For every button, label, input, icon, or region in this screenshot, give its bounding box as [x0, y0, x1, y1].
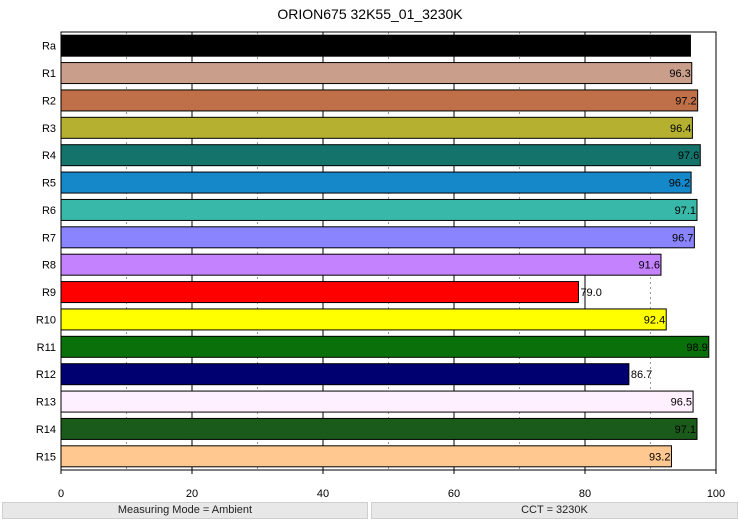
category-label-r10: R10 [36, 314, 56, 326]
bar-r11 [60, 335, 710, 358]
value-label-r10: 92.4 [644, 314, 665, 326]
bar-r2 [60, 89, 699, 112]
value-label-r13: 96.5 [671, 397, 692, 409]
cct-label: CCT = 3230K [371, 502, 738, 519]
bar-ra [60, 34, 691, 57]
category-label-ra: Ra [42, 41, 57, 53]
bar-r13 [60, 390, 694, 413]
value-label-r3: 96.4 [670, 123, 691, 135]
x-tick-label-60: 60 [448, 488, 460, 500]
value-label-r6: 97.1 [675, 205, 696, 217]
category-label-r9: R9 [42, 287, 56, 299]
value-label-r8: 91.6 [639, 260, 660, 272]
chart-title: ORION675 32K55_01_3230K [277, 6, 463, 22]
value-label-r2: 97.2 [675, 95, 696, 107]
bar-r4 [60, 144, 701, 167]
bar-r8 [60, 253, 662, 276]
category-label-r14: R14 [36, 424, 56, 436]
bar-r10 [60, 308, 667, 331]
x-tick-label-100: 100 [707, 488, 725, 500]
category-label-r3: R3 [42, 123, 56, 135]
value-label-r9: 79.0 [580, 287, 601, 299]
bar-r14 [60, 417, 698, 440]
bar-r1 [60, 62, 693, 85]
value-label-r7: 96.7 [672, 232, 693, 244]
bar-r6 [60, 198, 698, 221]
bar-r5 [60, 171, 692, 194]
category-label-r2: R2 [42, 95, 56, 107]
category-label-r11: R11 [37, 342, 56, 354]
value-label-ra: 96.1 [668, 41, 689, 53]
value-label-r12: 86.7 [631, 369, 652, 381]
value-label-r5: 96.2 [669, 178, 690, 190]
value-label-r15: 93.2 [649, 451, 670, 463]
category-label-r13: R13 [36, 397, 56, 409]
category-label-r15: R15 [36, 451, 56, 463]
measuring-mode-label: Measuring Mode = Ambient [2, 502, 368, 519]
x-tick-label-0: 0 [58, 488, 64, 500]
bar-r3 [60, 116, 693, 139]
category-label-r1: R1 [42, 68, 56, 80]
plot-frame [60, 31, 717, 471]
value-label-r1: 96.3 [669, 68, 690, 80]
category-label-r4: R4 [42, 150, 56, 162]
bar-r9 [60, 281, 579, 304]
category-label-r7: R7 [42, 232, 56, 244]
bar-r7 [60, 226, 695, 249]
bar-r15 [60, 445, 672, 468]
category-label-r8: R8 [42, 260, 56, 272]
category-label-r5: R5 [42, 178, 56, 190]
x-tick-label-20: 20 [186, 488, 198, 500]
category-label-r6: R6 [42, 205, 56, 217]
bar-chart: Ra 96.1 R1 96.3 R2 97.2 R3 96.4 R4 97.6 R5 96.2 R6 97… [36, 31, 725, 500]
value-label-r14: 97.1 [675, 424, 696, 436]
value-label-r4: 97.6 [678, 150, 699, 162]
x-tick-label-80: 80 [579, 488, 591, 500]
value-label-r11: 98.9 [686, 342, 707, 354]
category-label-r12: R12 [36, 369, 56, 381]
bar-r12 [60, 363, 630, 386]
x-tick-label-40: 40 [317, 488, 329, 500]
